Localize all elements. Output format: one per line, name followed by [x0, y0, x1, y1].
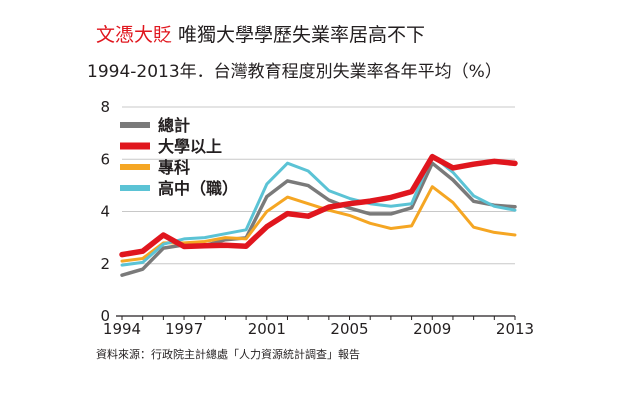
- y-tick-label-2: 2: [100, 255, 110, 273]
- legend-label-university: 大學以上: [158, 137, 222, 156]
- y-tick-label-6: 6: [100, 150, 110, 168]
- x-tick-labels: 1994 1997 2001 2005 2009 2013: [103, 320, 534, 338]
- y-tick-label-4: 4: [100, 203, 110, 221]
- legend-label-total: 總計: [158, 116, 190, 135]
- title-tag: 文憑大貶: [96, 24, 173, 46]
- x-tick-label-2005: 2005: [330, 320, 368, 338]
- x-tick-label-2009: 2009: [413, 320, 451, 338]
- legend-label-college: 專科: [158, 158, 190, 177]
- series-line-university: [119, 153, 518, 258]
- axes: [116, 315, 516, 320]
- x-tick-label-2001: 2001: [248, 320, 286, 338]
- x-tick-label-2013: 2013: [496, 320, 534, 338]
- chart-title: 文憑大貶 唯獨大學學歷失業率居高不下: [96, 20, 425, 47]
- series-line-highschool: [120, 153, 517, 267]
- y-tick-label-8: 8: [100, 98, 110, 116]
- series-line-college: [120, 185, 517, 263]
- title-headline: 唯獨大學學歷失業率居高不下: [178, 24, 426, 46]
- x-tick-label-1994: 1994: [103, 320, 141, 338]
- chart-subtitle: 1994-2013年．台灣教育程度別失業率各年平均（%）: [87, 62, 502, 82]
- y-tick-labels: 0 2 4 6 8: [100, 98, 110, 325]
- series-lines: [119, 153, 518, 277]
- x-tick-label-1997: 1997: [165, 320, 203, 338]
- y-tick-label-0: 0: [100, 307, 110, 325]
- source-note: 資料來源：行政院主計總處「人力資源統計調查」報告: [96, 348, 360, 361]
- legend-label-highschool: 高中（職）: [158, 179, 238, 198]
